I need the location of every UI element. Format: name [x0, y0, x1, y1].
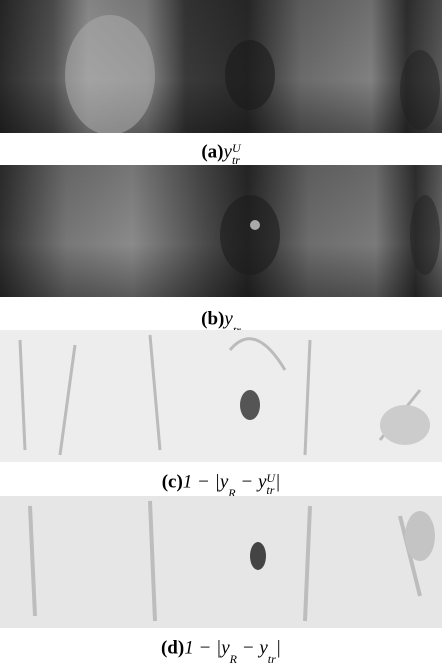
script: ​tr [268, 641, 276, 665]
math-text: 1 − |y [183, 471, 228, 492]
caption: (b)y​tr [0, 308, 442, 332]
math-text: | [276, 637, 281, 658]
caption-label: (b) [201, 308, 224, 329]
subscript: tr [266, 484, 275, 496]
image [0, 0, 442, 133]
caption-label: (a) [201, 141, 223, 162]
subscript: tr [268, 653, 276, 665]
script: ​R [230, 641, 237, 665]
panel-c [0, 330, 442, 462]
page: {"panels": [ {"label": "(a)", "caption":… [0, 0, 442, 661]
math-text: y [224, 141, 232, 162]
panel-b [0, 165, 442, 297]
caption-label: (d) [161, 637, 184, 658]
math-text: y [224, 308, 232, 329]
math-text: − y [237, 637, 268, 658]
math-text: − y [236, 471, 267, 492]
image [0, 330, 442, 462]
panel-d [0, 496, 442, 628]
caption: (d)1 − |y​R − y​tr| [0, 637, 442, 661]
image [0, 496, 442, 628]
math-text: | [275, 471, 280, 492]
caption-label: (c) [162, 471, 183, 492]
image [0, 165, 442, 297]
subscript: R [230, 653, 237, 665]
math-text: 1 − |y [184, 637, 229, 658]
panel-a [0, 0, 442, 133]
